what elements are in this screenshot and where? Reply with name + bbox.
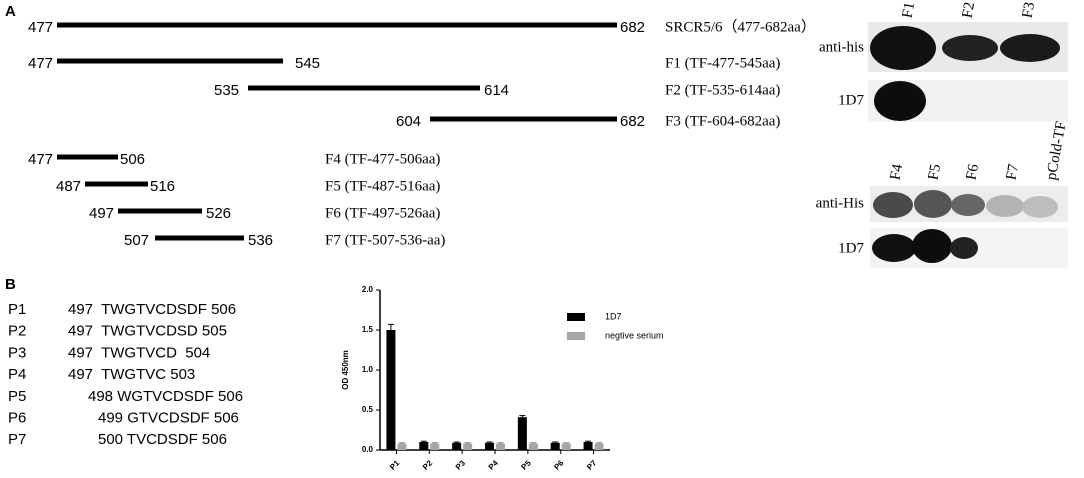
lane-label: F2 — [960, 1, 979, 19]
fragment-end: 516 — [150, 178, 175, 195]
peptide-name: P4 — [8, 366, 26, 383]
bar — [561, 443, 571, 450]
fragment-start: 497 — [89, 205, 114, 222]
peptide-seq: 499 GTVCDSDF 506 — [98, 409, 239, 426]
legend-label: negtive serium — [605, 330, 664, 340]
x-tick-label: P7 — [585, 458, 599, 472]
y-tick-label: 1.0 — [362, 365, 374, 374]
bar — [528, 443, 538, 450]
fragment-name: F3 (TF-604-682aa) — [665, 113, 780, 129]
peptide-name: P7 — [8, 431, 26, 448]
panel-label: B — [5, 276, 16, 293]
panel-label: A — [5, 3, 16, 20]
fragment-name: F1 (TF-477-545aa) — [665, 55, 780, 71]
lane-label: F3 — [1020, 1, 1039, 19]
y-axis-label: OD 450nm — [341, 350, 350, 390]
y-tick-label: 2.0 — [362, 285, 374, 294]
legend-label: 1D7 — [605, 311, 622, 321]
peptide-seq: 497 TWGTVCDSD 505 — [68, 323, 227, 340]
band — [912, 229, 952, 263]
peptide-seq: 497 TWGTVC 503 — [68, 366, 195, 383]
band — [873, 192, 913, 218]
bar — [517, 417, 527, 450]
lane-label: F5 — [926, 163, 945, 181]
bar — [430, 443, 440, 450]
row-label: 1D7 — [838, 92, 864, 108]
row-label: 1D7 — [838, 240, 864, 256]
bar — [419, 442, 429, 450]
lane-label: pCold-TF — [1044, 120, 1070, 181]
peptide-name: P1 — [8, 301, 26, 318]
bar — [452, 442, 462, 450]
bar — [594, 443, 604, 450]
band — [1000, 34, 1060, 62]
bar — [463, 443, 473, 450]
peptide-name: P5 — [8, 388, 26, 405]
band — [1022, 196, 1058, 218]
lane-label: F4 — [888, 162, 907, 181]
fragment-start: 507 — [124, 232, 149, 249]
peptide-seq: 498 WGTVCDSDF 506 — [88, 388, 243, 405]
band — [942, 35, 998, 61]
x-tick-label: P1 — [388, 458, 402, 472]
bar — [550, 442, 560, 450]
x-tick-label: P5 — [519, 458, 533, 472]
fragment-name: SRCR5/6（477-682aa） — [665, 18, 816, 35]
peptide-name: P6 — [8, 409, 26, 426]
y-tick-label: 1.5 — [362, 325, 374, 334]
band — [870, 26, 936, 70]
fragment-end: 536 — [248, 232, 273, 249]
legend-swatch — [567, 332, 585, 340]
fragment-name: F5 (TF-487-516aa) — [325, 178, 440, 194]
blot-top — [868, 22, 1068, 122]
band — [874, 81, 926, 121]
fragment-start: 477 — [28, 55, 53, 72]
fragment-name: F2 (TF-535-614aa) — [665, 82, 780, 98]
fragment-name: F4 (TF-477-506aa) — [325, 151, 440, 167]
lane-label: F6 — [964, 162, 983, 181]
fragment-end: 545 — [295, 55, 320, 72]
fragment-end: 506 — [120, 151, 145, 168]
bar — [496, 443, 505, 450]
fragment-start: 477 — [28, 19, 53, 36]
peptide-name: P3 — [8, 344, 26, 361]
band — [951, 194, 985, 216]
lane-label: F1 — [900, 1, 919, 19]
legend-swatch — [567, 313, 585, 321]
fragment-end: 614 — [484, 82, 509, 99]
band — [986, 195, 1024, 217]
fragment-start: 487 — [56, 178, 81, 195]
blot-bottom — [870, 186, 1068, 268]
fragment-end: 682 — [620, 19, 645, 36]
fragment-name: F7 (TF-507-536-aa) — [325, 232, 445, 248]
bar — [386, 330, 396, 450]
fragment-start: 535 — [214, 82, 239, 99]
row-label: anti-his — [819, 39, 864, 55]
row-label: anti-His — [816, 195, 864, 211]
fragment-name: F6 (TF-497-526aa) — [325, 205, 440, 221]
band — [950, 237, 978, 259]
x-tick-label: P3 — [454, 458, 468, 472]
fragment-end: 526 — [206, 205, 231, 222]
peptide-seq: 497 TWGTVCDSDF 506 — [68, 301, 236, 318]
bar — [397, 443, 407, 450]
x-tick-label: P4 — [487, 458, 501, 472]
y-tick-label: 0.5 — [362, 405, 374, 414]
band — [872, 234, 916, 262]
peptide-seq: 497 TWGTVCD 504 — [68, 344, 210, 361]
fragment-end: 682 — [620, 113, 645, 130]
x-tick-label: P2 — [421, 458, 435, 472]
bar — [485, 442, 494, 450]
y-tick-label: 0.0 — [362, 445, 374, 454]
lane-label: F7 — [1004, 162, 1023, 181]
peptide-seq: 500 TVCDSDF 506 — [98, 431, 227, 448]
bar — [583, 442, 593, 450]
x-tick-label: P6 — [552, 458, 566, 472]
band — [914, 190, 952, 218]
peptide-name: P2 — [8, 323, 26, 340]
fragment-start: 477 — [28, 151, 53, 168]
fragment-start: 604 — [396, 113, 421, 130]
